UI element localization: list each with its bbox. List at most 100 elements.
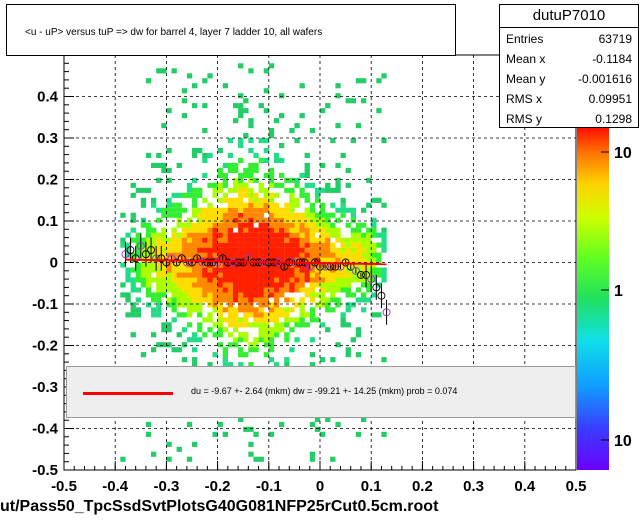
density-cell: [273, 242, 280, 248]
density-cell: [263, 222, 269, 228]
density-cell: [197, 222, 203, 228]
density-cell: [304, 207, 310, 213]
density-cell: [263, 297, 269, 303]
density-cell: [151, 232, 157, 238]
density-cell: [181, 227, 188, 233]
density-cell: [335, 207, 341, 213]
density-cell: [340, 287, 346, 293]
density-cell: [299, 83, 305, 89]
density-cell: [279, 242, 285, 248]
density-cell: [284, 282, 290, 288]
density-cell: [238, 207, 244, 213]
density-cell: [366, 252, 372, 258]
density-cell: [361, 247, 367, 253]
density-cell: [125, 242, 131, 248]
density-cell: [145, 237, 152, 243]
density-cell: [345, 352, 351, 358]
density-cell: [299, 247, 305, 253]
profile-point: [172, 258, 181, 267]
density-cell: [192, 103, 198, 109]
density-cell: [294, 182, 300, 188]
density-cell: [335, 247, 341, 253]
density-cell: [238, 197, 244, 203]
density-cell: [197, 217, 203, 223]
density-cell: [207, 222, 213, 228]
density-cell: [279, 212, 285, 218]
density-cell: [151, 202, 157, 208]
density-cell: [304, 217, 310, 223]
density-cell: [151, 307, 157, 313]
density-cell: [263, 242, 269, 248]
density-cell: [284, 247, 290, 253]
density-cell: [330, 456, 336, 462]
density-cell: [145, 431, 152, 437]
density-cell: [350, 207, 356, 213]
density-cell: [181, 277, 188, 283]
density-cell: [320, 272, 326, 278]
density-cell: [350, 212, 356, 218]
density-cell: [248, 138, 254, 144]
density-cell: [330, 202, 336, 208]
density-cell: [166, 177, 172, 183]
density-cell: [268, 202, 275, 208]
density-cell: [309, 312, 316, 318]
density-cell: [299, 237, 305, 243]
density-cell: [212, 287, 218, 293]
density-cell: [217, 272, 223, 278]
density-cell: [273, 222, 280, 228]
density-cell: [289, 277, 295, 283]
density-cell: [171, 212, 177, 218]
density-cell: [238, 277, 244, 283]
density-cell: [340, 272, 346, 278]
density-cell: [335, 277, 341, 283]
density-cell: [294, 337, 300, 343]
density-cell: [227, 362, 234, 368]
density-cell: [304, 252, 310, 258]
profile-layer: [121, 233, 391, 325]
density-cell: [248, 172, 254, 178]
density-cell: [273, 272, 280, 278]
density-cell: [366, 267, 372, 273]
density-cell: [222, 352, 228, 358]
density-cell: [238, 63, 244, 69]
density-cell: [161, 282, 167, 288]
density-cell: [130, 312, 136, 318]
density-cell: [299, 242, 305, 248]
density-cell: [192, 237, 198, 243]
density-cell: [263, 342, 269, 348]
density-cell: [320, 267, 326, 273]
density-cell: [243, 337, 249, 343]
density-cell: [350, 277, 356, 283]
density-cell: [366, 227, 372, 233]
density-cell: [355, 227, 362, 233]
density-cell: [238, 282, 244, 288]
density-cell: [120, 237, 126, 243]
density-cell: [258, 332, 264, 338]
density-cell: [156, 252, 162, 258]
density-cell: [361, 277, 367, 283]
density-cell: [350, 267, 356, 273]
density-cell: [145, 78, 152, 84]
density-cell: [145, 222, 152, 228]
profile-point: [126, 246, 135, 255]
density-cell: [330, 267, 336, 273]
density-cell: [125, 247, 131, 253]
density-cell: [376, 312, 382, 318]
density-cell: [381, 267, 387, 273]
density-cell: [355, 78, 362, 84]
density-cell: [355, 431, 362, 437]
density-cell: [314, 237, 321, 243]
density-cell: [212, 332, 218, 338]
density-cell: [202, 252, 208, 258]
density-cell: [212, 207, 218, 213]
profile-point: [193, 254, 202, 263]
density-cell: [238, 317, 244, 323]
density-cell: [376, 257, 382, 263]
density-cell: [330, 247, 336, 253]
density-cell: [197, 227, 203, 233]
density-cell: [335, 282, 341, 288]
profile-point: [382, 308, 391, 317]
density-cell: [284, 357, 290, 363]
density-cell: [186, 456, 193, 462]
density-cell: [355, 272, 362, 278]
